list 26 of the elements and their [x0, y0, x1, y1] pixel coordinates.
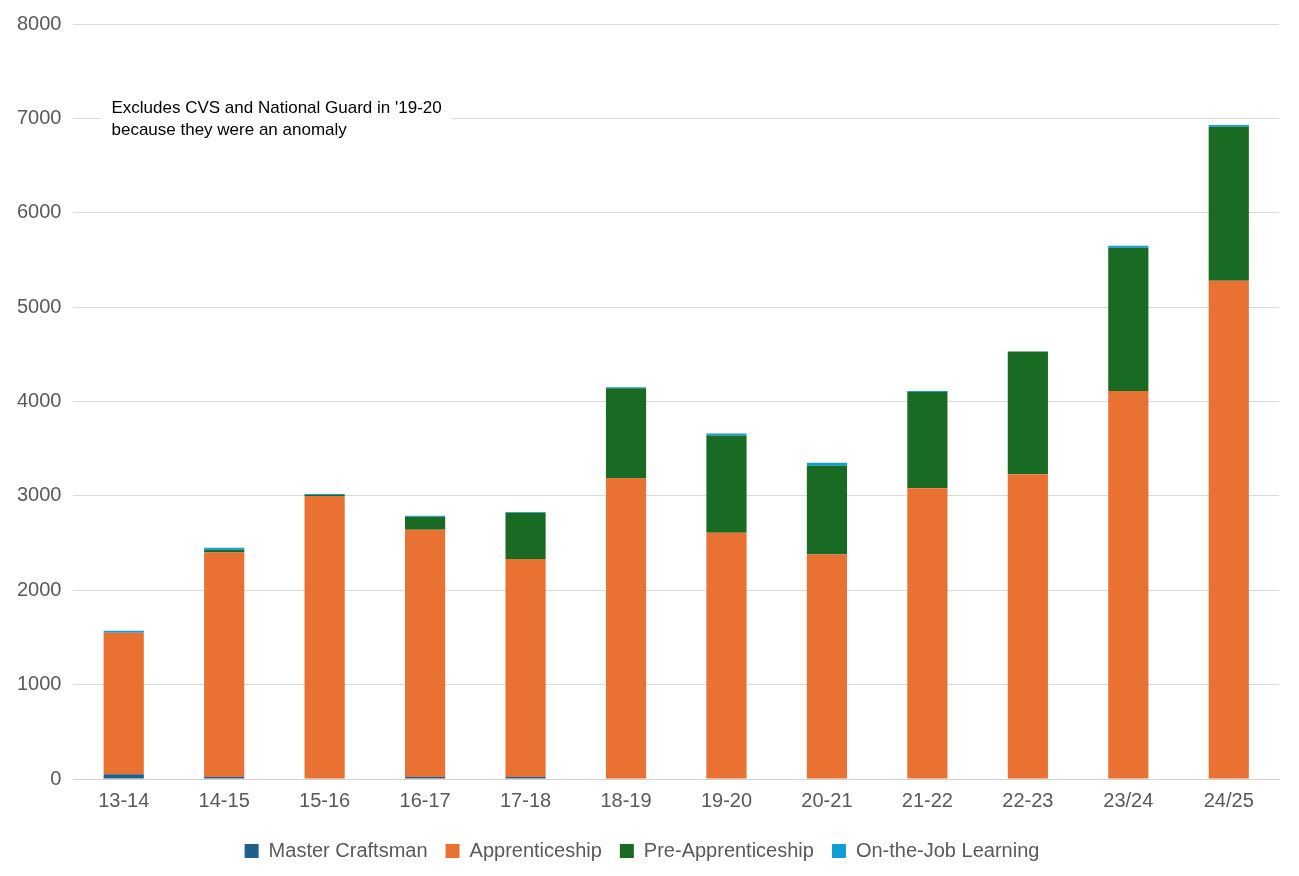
- x-tick-label: 23/24: [1103, 788, 1154, 811]
- y-tick-label: 8000: [16, 11, 62, 34]
- y-tick-label: 5000: [16, 294, 62, 317]
- x-tick-label: 16-17: [399, 788, 451, 811]
- x-tick-label: 19-20: [700, 788, 753, 811]
- y-tick-label: 6000: [16, 200, 62, 223]
- legend-label: Pre-Apprenticeship: [643, 838, 814, 861]
- x-tick-label: 15-16: [299, 788, 351, 811]
- y-tick-label: 3000: [16, 483, 62, 506]
- x-tick-label: 21-22: [901, 788, 953, 811]
- x-tick-label: 24/25: [1203, 788, 1254, 811]
- y-tick-label: 4000: [16, 389, 62, 412]
- y-tick-label: 2000: [16, 577, 62, 600]
- y-tick-label: 7000: [16, 105, 62, 128]
- x-tick-label: 20-21: [801, 788, 853, 811]
- legend-label: On-the-Job Learning: [855, 838, 1040, 861]
- x-tick-label: 14-15: [198, 788, 250, 811]
- y-tick-label: 0: [50, 766, 62, 789]
- x-tick-label: 17-18: [499, 788, 552, 811]
- x-tick-label: 13-14: [98, 788, 150, 811]
- x-tick-label: 22-23: [1002, 788, 1054, 811]
- y-tick-label: 1000: [16, 672, 62, 695]
- annotation: Excludes CVS and National Guard in '19-20 because they were an anomaly: [111, 98, 442, 140]
- legend-label: Apprenticeship: [469, 838, 602, 861]
- legend-label: Master Craftsman: [268, 838, 428, 861]
- x-tick-label: 18-19: [600, 788, 652, 811]
